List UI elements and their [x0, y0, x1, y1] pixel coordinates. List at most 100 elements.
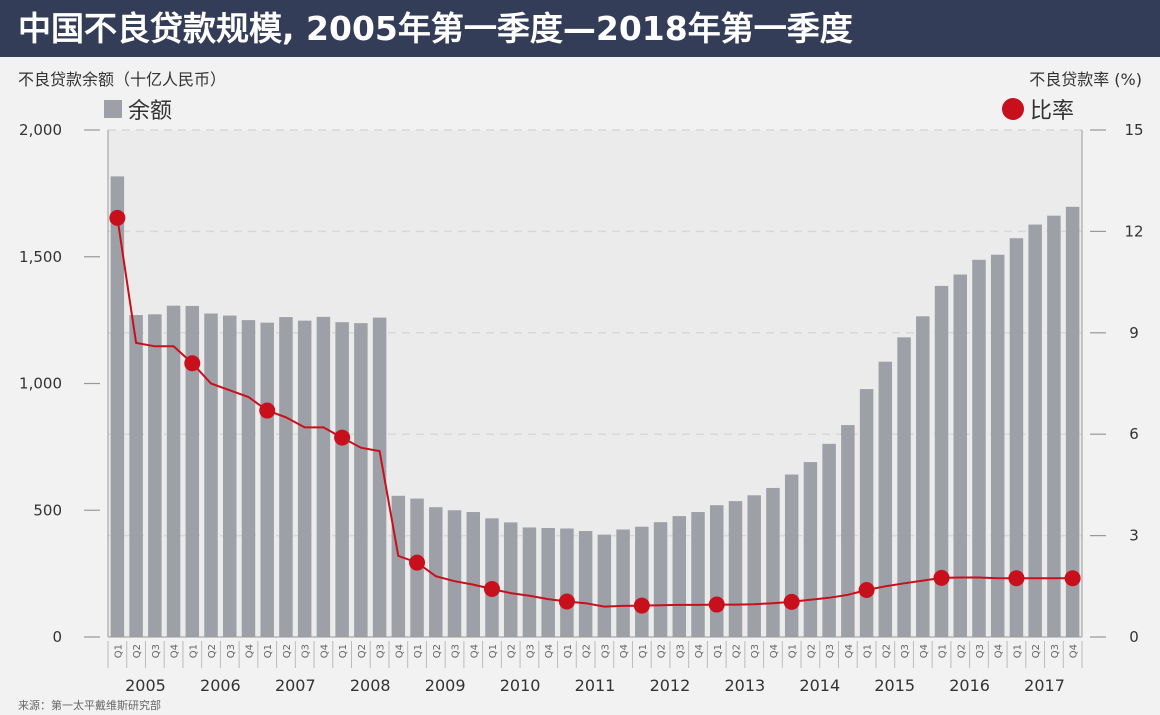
bar	[447, 510, 462, 637]
ratio-marker	[933, 569, 950, 586]
y-left-tick-label: 500	[33, 501, 62, 519]
bar	[223, 315, 237, 637]
legend-item-balance: 余额	[104, 93, 172, 125]
quarter-tick-label: Q1	[938, 644, 949, 658]
bar	[766, 487, 780, 637]
bar	[166, 305, 181, 637]
y-right-tick-label: 12	[1124, 222, 1143, 240]
ratio-marker	[109, 209, 126, 226]
bar	[691, 512, 705, 637]
bar	[129, 315, 143, 637]
bar	[354, 323, 368, 637]
quarter-tick-label: Q3	[750, 644, 761, 658]
y-left-tick-label: 1,000	[19, 375, 62, 393]
quarter-tick-label: Q1	[1012, 644, 1023, 658]
quarter-tick-label: Q2	[657, 644, 668, 658]
quarter-tick-label: Q4	[170, 644, 181, 658]
year-label: 2017	[1024, 676, 1065, 695]
y-right-tick-label: 0	[1129, 628, 1139, 646]
y-left-tick-label: 0	[52, 628, 62, 646]
year-label: 2012	[650, 676, 691, 695]
quarter-tick-label: Q3	[151, 644, 162, 658]
year-label: 2007	[275, 676, 316, 695]
y-left-tick-label: 2,000	[19, 121, 62, 139]
quarter-tick-label: Q4	[994, 644, 1005, 658]
bar	[1065, 206, 1080, 638]
bar	[110, 176, 125, 637]
bar	[878, 361, 893, 637]
year-label: 2006	[200, 676, 241, 695]
quarter-tick-label: Q4	[619, 644, 630, 658]
bar	[541, 527, 555, 637]
year-label: 2015	[874, 676, 915, 695]
year-label: 2013	[724, 676, 765, 695]
chart-title: 中国不良贷款规模, 2005年第一季度—2018年第一季度	[0, 0, 1160, 57]
source-note: 来源：第一太平戴维斯研究部	[18, 699, 161, 712]
quarter-tick-label: Q4	[694, 644, 705, 658]
quarter-tick-label: Q1	[413, 644, 424, 658]
legend-dot-icon	[1002, 98, 1024, 120]
bar	[728, 501, 743, 637]
y-left-tick-label: 1,500	[19, 248, 62, 266]
quarter-tick-label: Q2	[282, 644, 293, 658]
bar	[990, 254, 1005, 638]
quarter-tick-label: Q4	[244, 644, 255, 658]
quarter-tick-label: Q1	[563, 644, 574, 658]
bar	[1047, 215, 1061, 638]
bar	[560, 528, 574, 637]
quarter-tick-label: Q2	[582, 644, 593, 658]
quarter-tick-label: Q2	[731, 644, 742, 658]
quarter-tick-label: Q1	[863, 644, 874, 658]
bar	[897, 337, 911, 637]
bar	[503, 522, 518, 637]
bar	[747, 495, 761, 637]
y-right-tick-label: 15	[1124, 121, 1143, 139]
y-right-tick-label: 6	[1129, 425, 1139, 443]
quarter-tick-label: Q1	[638, 644, 649, 658]
bar	[1009, 238, 1024, 637]
year-label: 2010	[500, 676, 541, 695]
legend-label-ratio: 比率	[1030, 99, 1075, 124]
bar	[316, 316, 331, 637]
bar	[597, 534, 612, 637]
bar	[784, 474, 799, 637]
ratio-marker	[1064, 570, 1081, 587]
quarter-tick-label: Q1	[713, 644, 724, 658]
bar	[578, 531, 593, 637]
bar	[859, 389, 874, 637]
quarter-tick-label: Q2	[357, 644, 368, 658]
quarter-tick-label: Q2	[207, 644, 218, 658]
ratio-marker	[783, 593, 800, 610]
bar	[1028, 224, 1042, 638]
ratio-marker	[409, 554, 426, 571]
bar	[204, 313, 218, 637]
year-label: 2005	[125, 676, 166, 695]
year-label: 2014	[799, 676, 840, 695]
ratio-marker	[558, 593, 575, 610]
ratio-marker	[633, 597, 650, 614]
bar	[429, 507, 443, 637]
year-label: 2016	[949, 676, 990, 695]
year-label: 2008	[350, 676, 391, 695]
quarter-tick-label: Q4	[394, 644, 405, 658]
ratio-marker	[858, 582, 875, 599]
quarter-tick-label: Q4	[319, 644, 330, 658]
bar	[653, 522, 668, 637]
quarter-tick-label: Q3	[451, 644, 462, 658]
quarter-tick-label: Q1	[338, 644, 349, 658]
quarter-tick-label: Q4	[844, 644, 855, 658]
quarter-tick-label: Q1	[263, 644, 274, 658]
quarter-tick-label: Q3	[301, 644, 312, 658]
bar	[934, 285, 949, 637]
ratio-marker	[259, 402, 276, 419]
quarter-tick-label: Q1	[488, 644, 499, 658]
bar	[391, 495, 406, 637]
legend-bar-swatch-icon	[104, 100, 122, 118]
bar	[822, 443, 836, 637]
quarter-tick-label: Q4	[1069, 644, 1080, 658]
bar	[710, 505, 724, 637]
bar	[241, 320, 256, 637]
quarter-tick-label: Q4	[919, 644, 930, 658]
bar	[803, 462, 818, 637]
quarter-tick-label: Q4	[769, 644, 780, 658]
